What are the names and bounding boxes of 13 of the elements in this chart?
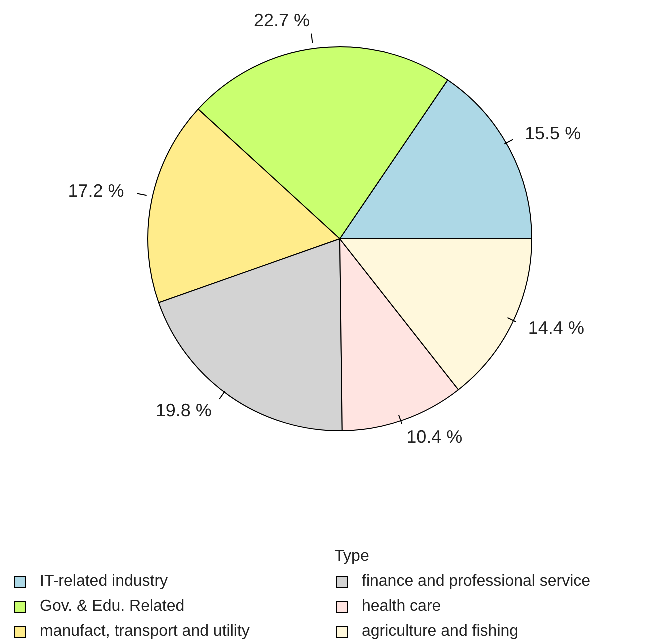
legend-label: IT-related industry xyxy=(40,572,168,590)
legend-label: Gov. & Edu. Related xyxy=(40,598,185,616)
data-label: 19.8 % xyxy=(156,400,212,420)
data-label: 10.4 % xyxy=(406,426,463,447)
data-label: 15.5 % xyxy=(525,123,582,144)
legend-label: manufact, transport and utility xyxy=(40,622,250,640)
legend-label: health care xyxy=(362,598,442,616)
legend-label: finance and professional service xyxy=(362,572,591,590)
legend-title: Type xyxy=(334,547,370,567)
legend-label: agriculture and fishing xyxy=(362,622,519,640)
data-label: 22.7 % xyxy=(254,10,310,30)
data-label: 14.4 % xyxy=(528,318,584,338)
data-label: 17.2 % xyxy=(68,181,124,202)
